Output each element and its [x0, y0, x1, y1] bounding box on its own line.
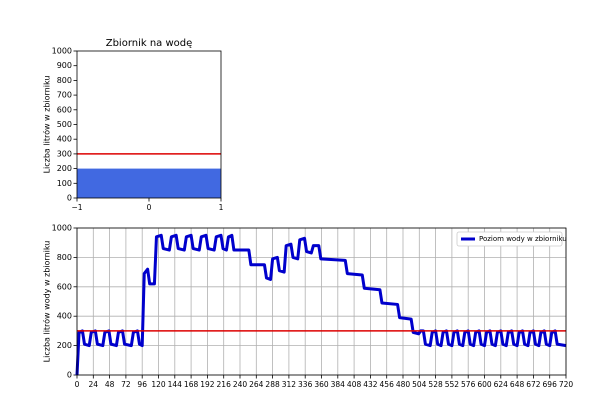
y-tick-label: 600	[57, 105, 72, 114]
y-tick-label: 200	[57, 164, 72, 173]
y-tick-label: 600	[57, 282, 72, 291]
x-tick-label: 624	[494, 380, 509, 389]
x-tick-label: −1	[71, 203, 82, 212]
x-tick-label: 120	[151, 380, 166, 389]
x-tick-label: 576	[461, 380, 476, 389]
x-tick-label: 216	[217, 380, 232, 389]
x-tick-label: 456	[380, 380, 395, 389]
x-tick-label: 648	[510, 380, 525, 389]
x-tick-label: 720	[559, 380, 574, 389]
y-tick-label: 1000	[52, 47, 72, 56]
x-tick-label: 384	[331, 380, 346, 389]
legend-label: Poziom wody w zbiorniku	[479, 235, 567, 243]
x-tick-label: 504	[412, 380, 427, 389]
x-tick-label: 432	[363, 380, 378, 389]
x-tick-label: 0	[75, 380, 80, 389]
y-axis-label: Liczba litrów w zbiorniku	[42, 76, 52, 174]
y-tick-label: 500	[57, 120, 72, 129]
x-tick-label: 168	[184, 380, 199, 389]
y-tick-label: 200	[57, 341, 72, 350]
x-tick-label: 24	[89, 380, 99, 389]
x-tick-label: 528	[428, 380, 443, 389]
x-tick-label: 672	[526, 380, 541, 389]
x-tick-label: 1	[219, 203, 224, 212]
legend-box	[456, 231, 563, 247]
x-tick-label: 192	[200, 380, 215, 389]
x-tick-label: 96	[137, 380, 147, 389]
y-axis-label: Liczba litrów wody w zbiorniku	[42, 241, 52, 363]
plot-frame	[76, 50, 222, 199]
chart-title: Zbiornik na wodę	[106, 38, 193, 49]
y-tick-label: 900	[57, 61, 72, 70]
y-tick-label: 400	[57, 312, 72, 321]
x-tick-label: 336	[298, 380, 313, 389]
bar	[77, 168, 221, 198]
y-tick-label: 0	[67, 371, 72, 380]
x-tick-label: 312	[282, 380, 297, 389]
x-tick-label: 288	[265, 380, 280, 389]
y-tick-label: 1000	[52, 224, 72, 233]
y-tick-label: 100	[57, 179, 72, 188]
x-tick-label: 144	[168, 380, 183, 389]
x-tick-label: 72	[121, 380, 131, 389]
y-tick-label: 700	[57, 91, 72, 100]
x-tick-label: 240	[233, 380, 248, 389]
x-tick-label: 360	[314, 380, 329, 389]
y-tick-label: 800	[57, 76, 72, 85]
x-tick-label: 552	[445, 380, 460, 389]
x-tick-label: 600	[477, 380, 492, 389]
x-tick-label: 480	[396, 380, 411, 389]
y-tick-label: 400	[57, 135, 72, 144]
y-tick-label: 300	[57, 149, 72, 158]
x-tick-label: 408	[347, 380, 362, 389]
y-tick-label: 800	[57, 253, 72, 262]
x-tick-label: 48	[105, 380, 115, 389]
y-tick-label: 0	[67, 194, 72, 203]
plot-frame	[76, 227, 567, 376]
x-tick-label: 696	[543, 380, 558, 389]
x-tick-label: 0	[147, 203, 152, 212]
x-tick-label: 264	[249, 380, 264, 389]
data-line	[75, 233, 567, 376]
